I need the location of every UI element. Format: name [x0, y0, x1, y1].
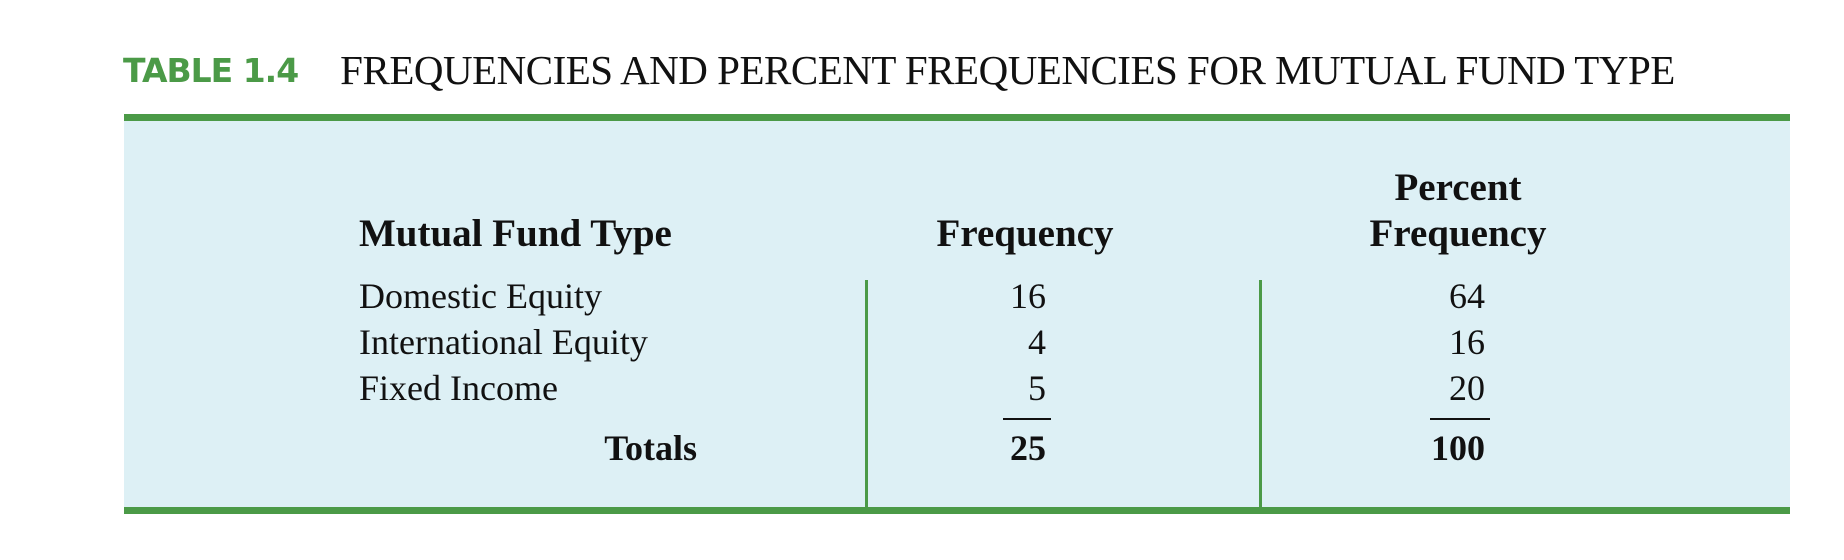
header-percent-line1: Percent	[1394, 166, 1522, 209]
row-3-frequency: 5	[1028, 368, 1046, 408]
column-divider-2	[1259, 280, 1262, 514]
percent-sum-line	[1430, 418, 1490, 420]
row-2-frequency: 4	[1028, 322, 1046, 362]
header-frequency: Frequency	[936, 212, 1114, 255]
header-percent-line2: Frequency	[1369, 212, 1547, 255]
header-mutual-fund-type: Mutual Fund Type	[359, 212, 672, 255]
row-2-percent: 16	[1449, 322, 1485, 362]
column-divider-1	[865, 280, 868, 514]
row-3-percent: 20	[1449, 368, 1485, 408]
row-3-type: Fixed Income	[359, 368, 558, 408]
table-title: FREQUENCIES AND PERCENT FREQUENCIES FOR …	[340, 47, 1675, 93]
row-1-type: Domestic Equity	[359, 276, 602, 316]
totals-frequency: 25	[1010, 428, 1046, 468]
totals-percent: 100	[1431, 428, 1485, 468]
totals-label: Totals	[604, 428, 697, 468]
row-1-percent: 64	[1449, 276, 1485, 316]
frequency-sum-line	[1003, 418, 1051, 420]
table-caption: TABLE 1.4 FREQUENCIES AND PERCENT FREQUE…	[123, 42, 1675, 98]
table-number-label: TABLE 1.4	[123, 50, 299, 90]
row-1-frequency: 16	[1010, 276, 1046, 316]
table-panel	[124, 114, 1790, 514]
row-2-type: International Equity	[359, 322, 648, 362]
